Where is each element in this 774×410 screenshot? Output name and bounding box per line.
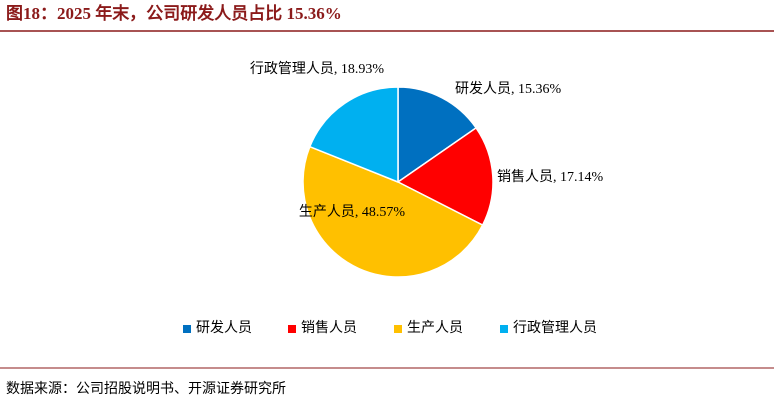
chart-title: 图18：2025 年末，公司研发人员占比 15.36% — [6, 3, 342, 23]
data-label: 行政管理人员, 18.93% — [250, 61, 384, 77]
legend-label: 研发人员 — [196, 320, 252, 336]
legend-swatch — [183, 325, 191, 333]
legend-swatch — [394, 325, 402, 333]
pie-slice — [308, 86, 399, 184]
data-label: 研发人员, 15.36% — [455, 81, 561, 97]
legend-swatch — [500, 325, 508, 333]
legend-label: 销售人员 — [301, 320, 357, 336]
legend-swatch — [288, 325, 296, 333]
data-label: 生产人员, 48.57% — [299, 204, 405, 220]
data-label: 销售人员, 17.14% — [497, 169, 603, 185]
pie-slice — [396, 126, 494, 227]
legend-label: 生产人员 — [407, 320, 463, 336]
pie-slice — [302, 145, 484, 278]
pie-slice — [397, 86, 478, 184]
legend-label: 行政管理人员 — [513, 320, 597, 336]
source: 数据来源：公司招股说明书、开源证券研究所 — [6, 381, 286, 397]
